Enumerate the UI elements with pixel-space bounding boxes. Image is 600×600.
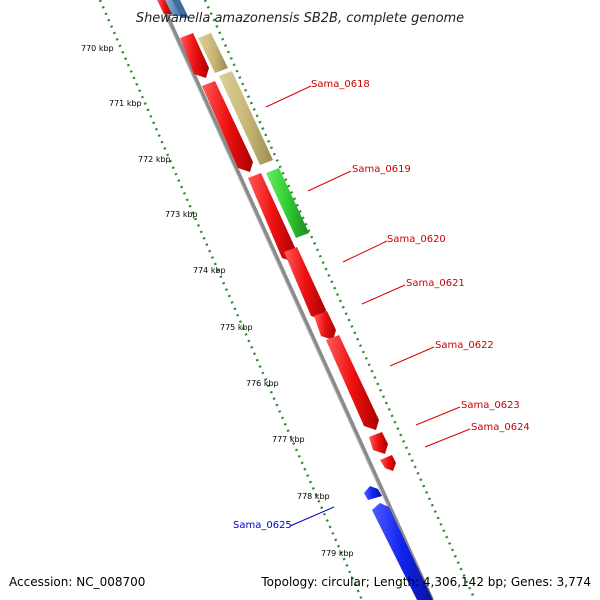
label-leaders bbox=[265, 85, 471, 527]
cds-arrow-sama-0618 bbox=[202, 81, 253, 172]
cds-arrow-sama-0621 bbox=[314, 311, 336, 340]
leader-line bbox=[342, 240, 388, 263]
cds-arrow bbox=[180, 33, 209, 78]
leader-line bbox=[289, 506, 335, 527]
leader-line bbox=[389, 346, 435, 367]
outer-dotted-track bbox=[203, 0, 477, 600]
reverse-cds-arrow-small bbox=[364, 486, 382, 500]
accession-text: Accession: NC_008700 bbox=[9, 575, 145, 589]
leader-line bbox=[307, 170, 352, 192]
trna-block-sama-0618 bbox=[219, 71, 273, 165]
scale-label: 776 kbp bbox=[246, 379, 279, 388]
cds-arrow-sama-0622 bbox=[326, 335, 379, 430]
cds-arrow-sama-0624 bbox=[380, 455, 396, 471]
genome-backbone-highlight bbox=[157, 0, 431, 600]
cds-arrow-sama-0619 bbox=[248, 173, 297, 262]
leader-line bbox=[265, 85, 312, 108]
gene-label-sama-0623[interactable]: Sama_0623 bbox=[461, 400, 520, 411]
gene-label-sama-0625[interactable]: Sama_0625 bbox=[233, 520, 292, 531]
cds-arrow-sama-0620 bbox=[284, 247, 326, 320]
gene-label-sama-0624[interactable]: Sama_0624 bbox=[471, 422, 530, 433]
gene-label-sama-0619[interactable]: Sama_0619 bbox=[352, 164, 411, 175]
rrna-block-sama-0619 bbox=[266, 168, 309, 238]
gene-label-sama-0621[interactable]: Sama_0621 bbox=[406, 278, 465, 289]
scale-label: 777 kbp bbox=[272, 435, 305, 444]
leader-line bbox=[415, 406, 461, 426]
map-title: Shewanella amazonensis SB2B, complete ge… bbox=[136, 11, 464, 26]
scale-label: 773 kbp bbox=[165, 210, 198, 219]
trna-block bbox=[198, 33, 228, 73]
scale-labels: 770 kbp 771 kbp 772 kbp 773 kbp 774 kbp … bbox=[81, 44, 354, 558]
scale-label: 770 kbp bbox=[81, 44, 114, 53]
scale-label: 771 kbp bbox=[109, 99, 142, 108]
scale-label: 772 kbp bbox=[138, 155, 171, 164]
gene-label-sama-0620[interactable]: Sama_0620 bbox=[387, 234, 446, 245]
scale-label: 779 kbp bbox=[321, 549, 354, 558]
scale-label: 778 kbp bbox=[297, 492, 330, 501]
partial-feature-steel-tail bbox=[172, 0, 189, 18]
gene-labels: Sama_0618 Sama_0619 Sama_0620 Sama_0621 … bbox=[233, 79, 530, 531]
scale-label: 774 kbp bbox=[193, 266, 226, 275]
gene-label-sama-0618[interactable]: Sama_0618 bbox=[311, 79, 370, 90]
genome-backbone bbox=[158, 0, 434, 600]
genome-info-text: Topology: circular; Length: 4,306,142 bp… bbox=[260, 575, 591, 589]
cds-arrow-sama-0623 bbox=[369, 432, 388, 454]
reverse-cds-arrow-sama-0625 bbox=[372, 503, 433, 600]
gene-label-sama-0622[interactable]: Sama_0622 bbox=[435, 340, 494, 351]
scale-label: 775 kbp bbox=[220, 323, 253, 332]
partial-feature-red-top bbox=[157, 0, 172, 14]
leader-line bbox=[424, 428, 471, 448]
leader-line bbox=[361, 284, 406, 305]
